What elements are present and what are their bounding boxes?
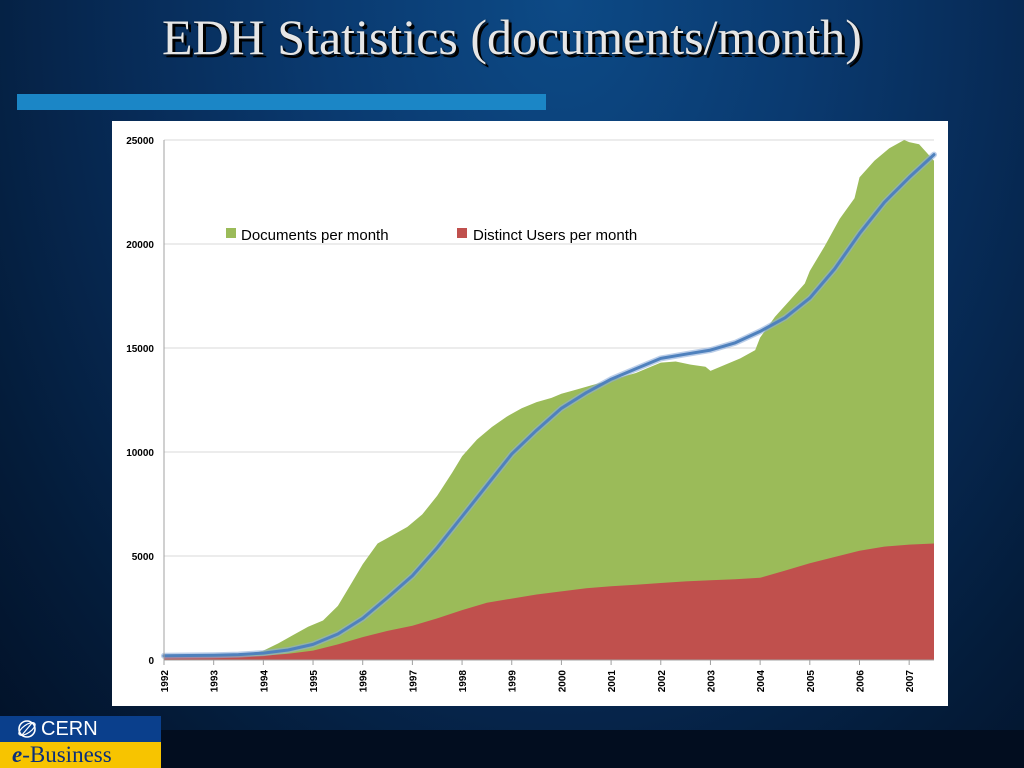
- series-areas: [161, 140, 937, 660]
- legend-label-users: Distinct Users per month: [473, 227, 637, 244]
- legend-label-documents: Documents per month: [241, 227, 389, 244]
- x-tick-label: 2004: [756, 670, 767, 693]
- x-tick-label: 2002: [657, 670, 668, 693]
- y-tick-label: 0: [148, 656, 154, 667]
- users-area: [164, 543, 934, 660]
- x-tick-label: 1996: [359, 670, 370, 693]
- x-tick-label: 1999: [508, 670, 519, 693]
- logo-e-letter: e: [12, 742, 23, 767]
- y-tick-label: 20000: [126, 240, 154, 251]
- chart-panel: 0 5000 10000 15000 20000 25000 1992 1993 1994 199…: [112, 121, 948, 706]
- legend-swatch-documents: [226, 228, 236, 238]
- documents-chart: 0 5000 10000 15000 20000 25000 1992 1993 1994 199…: [126, 136, 937, 692]
- x-tick-label: 2003: [706, 670, 717, 693]
- x-tick-label: 2006: [855, 670, 866, 693]
- slide-title: EDH Statistics (documents/month): [162, 9, 862, 65]
- logo-bottom-band: e-Business: [0, 742, 161, 768]
- x-tick-label: 2007: [905, 670, 916, 693]
- legend: Documents per month Distinct Users per m…: [226, 227, 637, 244]
- legend-swatch-users: [457, 228, 467, 238]
- y-tick-label: 5000: [132, 552, 155, 563]
- trend-line: [162, 153, 936, 658]
- title-underline-bar: [17, 94, 546, 110]
- documents-area: [164, 140, 934, 660]
- x-tick-label: 1992: [160, 670, 171, 693]
- logo-business-text: Business: [29, 742, 112, 767]
- y-tick-label: 10000: [126, 448, 154, 459]
- x-tick-label: 1998: [458, 670, 469, 693]
- logo-top-band: CERN: [0, 716, 161, 742]
- cern-logo-icon: [18, 720, 36, 738]
- x-tick-label: 2001: [607, 670, 618, 693]
- logo-cern-text: CERN: [41, 717, 98, 740]
- x-tick-label: 1993: [210, 670, 221, 693]
- cern-ebusiness-logo: CERN e-Business: [0, 716, 161, 768]
- x-tick-label: 1997: [408, 670, 419, 693]
- x-tick-label: 2000: [557, 670, 568, 693]
- logo-dash: -: [22, 742, 30, 767]
- axes: 0 5000 10000 15000 20000 25000 1992 1993 1994 199…: [126, 136, 934, 692]
- x-tick-label: 2005: [806, 670, 817, 693]
- x-tick-label: 1995: [309, 670, 320, 693]
- y-tick-label: 25000: [126, 136, 154, 147]
- y-tick-label: 15000: [126, 344, 154, 355]
- footer-bar: [0, 730, 1024, 768]
- x-tick-label: 1994: [259, 670, 270, 693]
